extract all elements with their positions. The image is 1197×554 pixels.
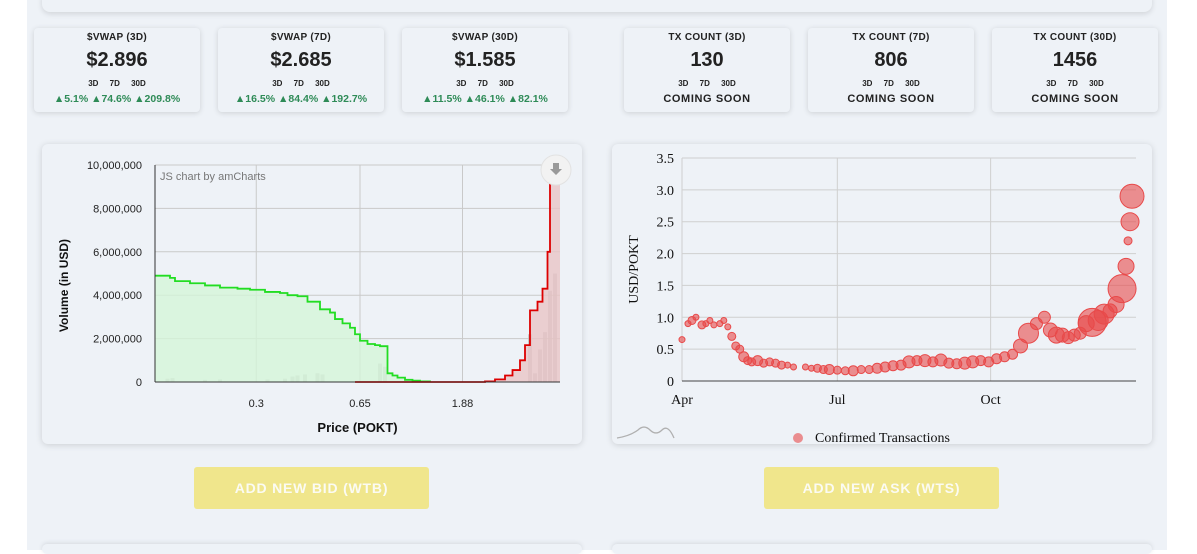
transaction-point — [724, 323, 732, 331]
y-tick-label: 0 — [667, 375, 674, 390]
stat-title: $VWAP (7D) — [270, 32, 332, 43]
bid-depth-line — [155, 274, 431, 383]
y-tick-label: 1.0 — [657, 311, 675, 326]
transaction-point — [727, 331, 737, 341]
price-history-chart: 0 0.5 1.0 1.5 2.0 2.5 3.0 3.5 Apr Jul Oct USD/POKT C… — [616, 152, 1145, 444]
transaction-point — [1123, 236, 1133, 246]
price-history-card: 0 0.5 1.0 1.5 2.0 2.5 3.0 3.5 Apr Jul Oct USD/POKT C… — [612, 144, 1152, 444]
stat-periods: 3D 7D 30D — [456, 79, 514, 88]
transaction-point — [1107, 274, 1137, 304]
stat-value: $1.585 — [454, 49, 516, 71]
transaction-point — [1119, 183, 1145, 209]
transaction-point — [1117, 257, 1135, 275]
stat-card: $VWAP (7D) $2.685 3D 7D 30D ▲16.5% ▲84.4% ▲… — [218, 28, 384, 112]
stat-title: TX COUNT (3D) — [668, 32, 746, 43]
stat-changes: ▲5.1% ▲74.6% ▲209.8% — [53, 93, 181, 105]
stat-periods: 3D 7D 30D — [862, 79, 920, 88]
stat-card: TX COUNT (3D) 130 3D 7D 30D COMING SOON — [624, 28, 790, 112]
transaction-point — [790, 363, 798, 371]
transaction-point — [706, 316, 714, 324]
chart-logo-icon — [616, 426, 675, 439]
transaction-point — [832, 365, 842, 375]
stat-changes: ▲16.5% ▲84.4% ▲192.7% — [234, 93, 368, 105]
x-tick-label: 0.3 — [249, 398, 264, 410]
stat-value: $2.685 — [270, 49, 332, 71]
y-tick-label: 2.0 — [657, 248, 675, 263]
y-tick-label: 3.5 — [657, 152, 675, 167]
y-tick-label: 0 — [136, 377, 142, 389]
stat-card: TX COUNT (7D) 806 3D 7D 30D COMING SOON — [808, 28, 974, 112]
y-tick-label: 4,000,000 — [93, 290, 142, 302]
bottom-card-left — [42, 544, 582, 554]
y-tick-label: 2,000,000 — [93, 334, 142, 346]
y-tick-label: 6,000,000 — [93, 247, 142, 259]
stat-title: $VWAP (30D) — [452, 32, 518, 43]
transaction-point — [1120, 212, 1140, 232]
top-card — [42, 0, 1152, 12]
y-tick-label: 2.5 — [657, 216, 675, 231]
stat-card: $VWAP (30D) $1.585 3D 7D 30D ▲11.5% ▲46.1% … — [402, 28, 568, 112]
coming-soon-label: COMING SOON — [663, 93, 751, 105]
y-tick-label: 0.5 — [657, 343, 675, 358]
add-new-bid-button[interactable]: ADD NEW BID (WTB) — [194, 467, 429, 509]
stat-value: 1456 — [1052, 49, 1098, 71]
stat-periods: 3D 7D 30D — [678, 79, 736, 88]
transaction-point — [823, 364, 835, 376]
stat-title: TX COUNT (30D) — [1033, 32, 1117, 43]
stat-value: 130 — [690, 49, 724, 71]
coming-soon-label: COMING SOON — [847, 93, 935, 105]
depth-chart: 0 2,000,000 4,000,000 6,000,000 8,000,000 10,… — [57, 154, 572, 435]
x-tick-label: 1.88 — [452, 398, 473, 410]
bid-depth-area — [155, 275, 430, 382]
stat-card: $VWAP (3D) $2.896 3D 7D 30D ▲5.1% ▲74.6% ▲2… — [34, 28, 200, 112]
stat-periods: 3D 7D 30D — [272, 79, 330, 88]
stat-value: 806 — [874, 49, 908, 71]
stat-value: $2.896 — [86, 49, 148, 71]
ask-depth-line — [355, 172, 560, 383]
y-tick-label: 8,000,000 — [93, 203, 142, 215]
coming-soon-label: COMING SOON — [1031, 93, 1119, 105]
download-icon — [550, 163, 562, 175]
transaction-point — [710, 321, 718, 329]
transaction-point — [856, 365, 866, 375]
transaction-point — [678, 336, 686, 344]
x-tick-label: 0.65 — [349, 398, 370, 410]
y-axis-title: USD/POKT — [627, 235, 642, 304]
stat-periods: 3D 7D 30D — [88, 79, 146, 88]
transaction-point — [720, 316, 728, 324]
x-tick-label: Jul — [829, 393, 845, 408]
stat-periods: 3D 7D 30D — [1046, 79, 1104, 88]
y-axis-title: Volume (in USD) — [57, 239, 71, 332]
transaction-point — [801, 363, 809, 371]
stat-changes: ▲11.5% ▲46.1% ▲82.1% — [422, 93, 548, 105]
stat-card: TX COUNT (30D) 1456 3D 7D 30D COMING SOON — [992, 28, 1158, 112]
depth-chart-card: 0 2,000,000 4,000,000 6,000,000 8,000,000 10,… — [42, 144, 582, 444]
y-tick-label: 10,000,000 — [87, 160, 142, 172]
y-tick-label: 3.0 — [657, 184, 675, 199]
transaction-point — [1037, 310, 1051, 324]
stat-title: TX COUNT (7D) — [852, 32, 930, 43]
add-new-ask-button[interactable]: ADD NEW ASK (WTS) — [764, 467, 999, 509]
x-tick-label: Apr — [671, 393, 693, 408]
transaction-point — [847, 365, 859, 377]
x-tick-label: Oct — [981, 393, 1001, 408]
ask-depth-area — [355, 173, 560, 382]
x-axis-title: Price (POKT) — [317, 420, 397, 435]
stat-title: $VWAP (3D) — [86, 32, 148, 43]
amcharts-credit: JS chart by amCharts — [160, 171, 266, 183]
y-tick-label: 1.5 — [657, 279, 675, 294]
bottom-card-right — [612, 544, 1152, 554]
transaction-point — [784, 361, 792, 369]
transaction-point — [692, 313, 700, 321]
legend-marker — [793, 433, 803, 443]
transaction-point — [1007, 348, 1019, 360]
legend-label: Confirmed Transactions — [815, 431, 950, 444]
